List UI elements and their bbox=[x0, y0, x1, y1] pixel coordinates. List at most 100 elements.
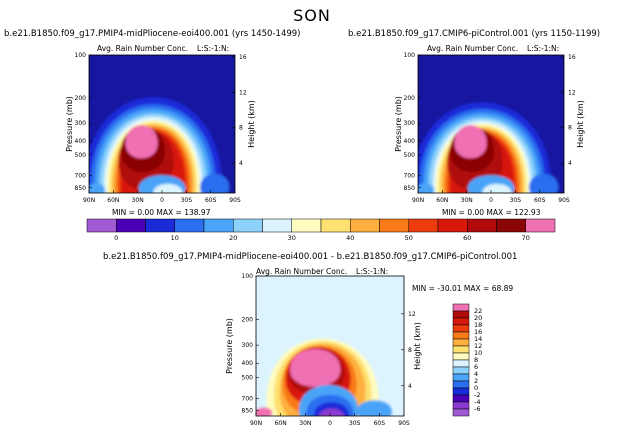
y2-tick-label: 8 bbox=[239, 125, 243, 132]
y-tick-label: 850 bbox=[404, 185, 416, 192]
y-tick-label: 700 bbox=[404, 173, 416, 180]
panel-2-field bbox=[418, 55, 564, 193]
y-tick-label: 400 bbox=[242, 360, 254, 367]
panel-1-field bbox=[89, 55, 235, 193]
colorbar-swatch bbox=[203, 218, 234, 233]
x-tick-label: 0 bbox=[160, 197, 164, 204]
colorbar-label: 22 bbox=[474, 307, 482, 315]
colorbar-swatch bbox=[452, 352, 470, 361]
y2-tick-label: 8 bbox=[408, 347, 412, 354]
y-axis-label: Pressure (mb) bbox=[394, 96, 403, 152]
y-axis-label: Pressure (mb) bbox=[65, 96, 74, 152]
y-tick-label: 400 bbox=[404, 138, 416, 145]
colorbar-label: 50 bbox=[405, 234, 413, 242]
x-tick-label: 60N bbox=[436, 197, 448, 204]
colorbar-swatch bbox=[452, 359, 470, 368]
panel-3-units: L:S:-1:N: bbox=[356, 267, 389, 276]
y2-tick-label: 16 bbox=[568, 54, 576, 61]
x-tick-label: 90S bbox=[398, 420, 410, 427]
panel-2-axes: 90N 60N 30N 0 30S 60S 90S 100 200 300 400 500 700 850… bbox=[394, 52, 585, 204]
panel-3-axes: 90N 60N 30N 0 30S 60S 90S 100 200 300 400 500 700 850… bbox=[225, 273, 422, 427]
colorbar-swatch bbox=[86, 218, 117, 233]
y-tick-label: 100 bbox=[242, 273, 254, 280]
colorbar-label: 14 bbox=[474, 335, 482, 343]
y-tick-label: 100 bbox=[404, 52, 416, 59]
x-tick-label: 60N bbox=[107, 197, 119, 204]
y-tick-label: 300 bbox=[242, 342, 254, 349]
colorbar-swatch bbox=[452, 373, 470, 382]
panel-1-title: b.e21.B1850.f09_g17.PMIP4-midPliocene-eo… bbox=[4, 29, 301, 39]
colorbar-label: 4 bbox=[474, 370, 478, 378]
colorbar-swatch bbox=[452, 394, 470, 403]
x-tick-label: 90S bbox=[558, 197, 570, 204]
x-tick-label: 30S bbox=[349, 420, 361, 427]
y2-tick-label: 12 bbox=[408, 311, 416, 318]
x-tick-label: 0 bbox=[489, 197, 493, 204]
y-tick-label: 700 bbox=[242, 395, 254, 402]
colorbar-swatch bbox=[452, 387, 470, 396]
x-tick-label: 90N bbox=[83, 197, 95, 204]
colorbar-label: 10 bbox=[474, 349, 482, 357]
y-tick-label: 200 bbox=[404, 95, 416, 102]
panel-2-stats: MIN = 0.00 MAX = 122.93 bbox=[442, 208, 541, 217]
colorbar-label: -2 bbox=[474, 391, 480, 399]
colorbar-swatch bbox=[291, 218, 322, 233]
y2-tick-label: 12 bbox=[239, 89, 247, 96]
colorbar-label: 8 bbox=[474, 356, 478, 364]
y2-tick-label: 16 bbox=[239, 54, 247, 61]
colorbar-swatch bbox=[262, 218, 292, 233]
panel-2-title: b.e21.B1850.f09_g17.CMIP6-piControl.001 … bbox=[348, 29, 601, 39]
y-tick-label: 700 bbox=[75, 173, 87, 180]
panel-2-units: L:S:-1:N: bbox=[527, 44, 560, 53]
x-tick-label: 90N bbox=[412, 197, 424, 204]
colorbar-label: 16 bbox=[474, 328, 482, 336]
colorbar-label: -4 bbox=[474, 398, 480, 406]
colorbar-label: 6 bbox=[474, 363, 478, 371]
y-tick-label: 850 bbox=[242, 408, 254, 415]
colorbar-swatch bbox=[452, 345, 470, 354]
colorbar-swatch bbox=[452, 317, 470, 326]
panel-2-subtitle: Avg. Rain Number Conc. bbox=[427, 44, 519, 53]
colorbar-label: 2 bbox=[474, 377, 478, 385]
x-tick-label: 30S bbox=[181, 197, 193, 204]
colorbar-swatch bbox=[452, 303, 470, 312]
colorbar-swatch bbox=[233, 218, 263, 233]
colorbar-swatch bbox=[452, 331, 470, 340]
x-tick-label: 30S bbox=[510, 197, 522, 204]
colorbar-label: 0 bbox=[114, 234, 118, 242]
colorbar-swatch bbox=[452, 408, 470, 417]
y-axis-label: Pressure (mb) bbox=[225, 318, 234, 374]
y-tick-label: 500 bbox=[404, 152, 416, 159]
y2-tick-label: 4 bbox=[239, 160, 243, 167]
x-tick-label: 60S bbox=[205, 197, 217, 204]
y-tick-label: 100 bbox=[75, 52, 87, 59]
colorbar-swatch bbox=[452, 338, 470, 347]
x-tick-label: 30N bbox=[461, 197, 473, 204]
panel-3-stats: MIN = -30.01 MAX = 68.89 bbox=[412, 284, 514, 293]
y2-tick-label: 4 bbox=[568, 160, 572, 167]
y2-tick-label: 8 bbox=[568, 125, 572, 132]
colorbar-swatch bbox=[452, 324, 470, 333]
colorbar-swatch bbox=[116, 218, 146, 233]
colorbar-swatch bbox=[452, 380, 470, 389]
colorbar-label: 0 bbox=[474, 384, 478, 392]
x-tick-label: 60N bbox=[275, 420, 287, 427]
y2-axis-label: Height (km) bbox=[413, 322, 422, 370]
colorbar-swatch bbox=[452, 366, 470, 375]
colorbar-label: 60 bbox=[463, 234, 471, 242]
colorbar-label: 10 bbox=[171, 234, 179, 242]
colorbar-top: 0 10 20 30 40 50 60 70 bbox=[86, 218, 556, 242]
colorbar-swatch bbox=[174, 218, 205, 233]
y-tick-label: 200 bbox=[75, 95, 87, 102]
panel-3-subtitle: Avg. Rain Number Conc. bbox=[256, 267, 348, 276]
x-tick-label: 60S bbox=[374, 420, 386, 427]
colorbar-swatch bbox=[379, 218, 409, 233]
x-tick-label: 0 bbox=[328, 420, 332, 427]
colorbar-swatch bbox=[525, 218, 556, 233]
panel-1-units: L:S:-1:N: bbox=[197, 44, 230, 53]
y-tick-label: 500 bbox=[75, 152, 87, 159]
panel-3-title: b.e21.B1850.f09_g17.PMIP4-midPliocene-eo… bbox=[103, 252, 518, 262]
x-tick-label: 30N bbox=[132, 197, 144, 204]
x-tick-label: 60S bbox=[534, 197, 546, 204]
